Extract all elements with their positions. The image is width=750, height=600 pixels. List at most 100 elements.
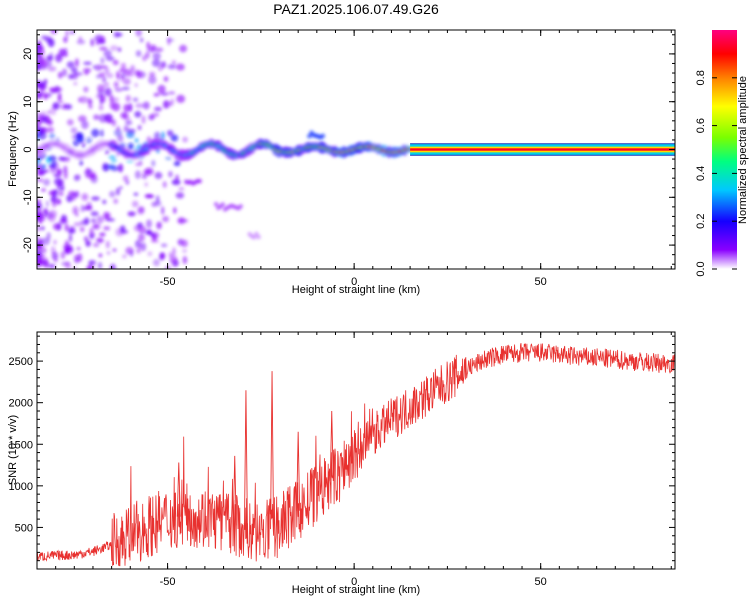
heatmap-cell — [123, 104, 130, 113]
snr-panel: -50 0 50 500 1000 1500 2000 2500 Height of stra… — [7, 331, 676, 596]
heatmap-cell — [256, 234, 261, 240]
heatmap-cell — [56, 198, 62, 205]
heatmap-cell — [83, 61, 92, 65]
heatmap-cell — [44, 262, 48, 268]
heatmap-cell — [51, 189, 59, 193]
heatmap-cell — [50, 90, 57, 94]
heatmap-cell — [134, 111, 142, 118]
heatmap-cell — [140, 242, 147, 252]
heatmap-cell — [81, 193, 89, 201]
heatmap-cell — [37, 125, 41, 131]
heatmap-cell — [66, 194, 73, 203]
heatmap-cell — [120, 112, 129, 119]
x-tick-label: -50 — [160, 576, 176, 588]
heatmap-cell — [106, 120, 115, 124]
heatmap-cell — [144, 182, 149, 187]
heatmap-cell — [161, 61, 166, 69]
heatmap-cell — [72, 206, 79, 215]
heatmap-cell — [41, 164, 46, 170]
heatmap-cell — [101, 36, 105, 42]
heatmap-cell — [91, 128, 100, 138]
heatmap-cell — [121, 86, 130, 91]
heatmap-cell — [173, 161, 181, 167]
x-tick-label: 0 — [351, 576, 357, 588]
y-tick-label: 0 — [22, 146, 34, 152]
heatmap-cell — [137, 125, 142, 131]
heatmap-cell — [179, 44, 188, 53]
heatmap-cell — [70, 127, 78, 134]
heatmap-cell — [41, 111, 47, 117]
heatmap-cell — [97, 261, 103, 269]
heatmap-cell — [121, 254, 127, 259]
heatmap-cell — [94, 64, 102, 71]
snr-spike — [296, 431, 301, 511]
y-tick-label: 1000 — [9, 481, 33, 493]
heatmap-cell — [144, 230, 153, 235]
heatmap-cell — [115, 32, 123, 37]
heatmap-cell — [49, 52, 53, 60]
heatmap-cell — [58, 156, 66, 161]
heatmap-cell — [80, 204, 85, 213]
heatmap-cell — [171, 60, 177, 65]
heatmap-cell — [126, 159, 134, 163]
heatmap-cell — [161, 131, 165, 141]
heatmap-cell — [109, 263, 116, 269]
heatmap-cell — [56, 190, 63, 197]
heatmap-cell — [154, 47, 164, 53]
heatmap-cell — [162, 181, 167, 188]
heatmap-cell — [168, 170, 173, 178]
heatmap-cell — [85, 137, 93, 144]
heatmap-cell — [320, 133, 325, 139]
heatmap-cell — [146, 41, 150, 50]
heatmap-cell — [254, 231, 259, 237]
heatmap-cell — [176, 94, 186, 103]
y-tick-label: 2000 — [9, 398, 33, 410]
colorbar-title: Normalized spectral amplitude — [737, 76, 749, 224]
heatmap-cell — [51, 251, 59, 260]
heatmap-cell — [155, 112, 159, 117]
heatmap-cell — [139, 37, 144, 43]
heatmap-cell — [104, 149, 110, 155]
heatmap-cell — [134, 83, 138, 88]
heatmap-cell — [83, 205, 93, 211]
heatmap-cell — [91, 196, 100, 201]
heatmap-cell — [60, 251, 66, 260]
heatmap-cell — [95, 74, 102, 79]
heatmap-cell — [119, 186, 123, 190]
main-title: PAZ1.2025.106.07.49.G26 — [273, 1, 439, 17]
x-tick-label: 50 — [535, 276, 547, 288]
heatmap-cell — [238, 204, 243, 209]
heatmap-cell — [122, 175, 129, 182]
heatmap-cell — [93, 114, 100, 120]
colorbar-gradient — [712, 30, 737, 269]
heatmap-cell — [220, 202, 225, 207]
heatmap-cell — [48, 209, 58, 218]
snr-x-axis-title: Height of straight line (km) — [292, 584, 420, 596]
heatmap-cell — [100, 129, 104, 138]
heatmap-cell — [57, 222, 62, 231]
heatmap-cell — [134, 162, 143, 167]
heatmap-cell — [135, 30, 142, 37]
heatmap-cell — [168, 252, 173, 258]
colorbar-tick-label: 0.0 — [695, 261, 707, 276]
heatmap-cell — [37, 225, 41, 232]
y-tick-label: -10 — [22, 189, 34, 205]
heatmap-cell — [182, 136, 189, 143]
heatmap-cell — [163, 76, 169, 82]
heatmap-cell — [66, 61, 75, 69]
heatmap-cell — [151, 59, 161, 67]
y-tick-label: 10 — [22, 96, 34, 108]
heatmap-cell — [120, 225, 126, 232]
y-tick-label: -20 — [22, 237, 34, 253]
heatmap-cell — [72, 140, 80, 147]
colorbar-tick-label: 0.8 — [695, 70, 707, 85]
heatmap-cell — [99, 232, 106, 237]
heatmap-cell — [137, 233, 145, 242]
heatmap-cell — [109, 100, 116, 110]
heatmap-cell — [106, 72, 114, 79]
heatmap-cell — [135, 50, 142, 57]
heatmap-cell — [159, 252, 165, 261]
heatmap-cell — [38, 162, 42, 172]
snr-spike — [329, 410, 334, 481]
heatmap-cell — [57, 94, 61, 102]
